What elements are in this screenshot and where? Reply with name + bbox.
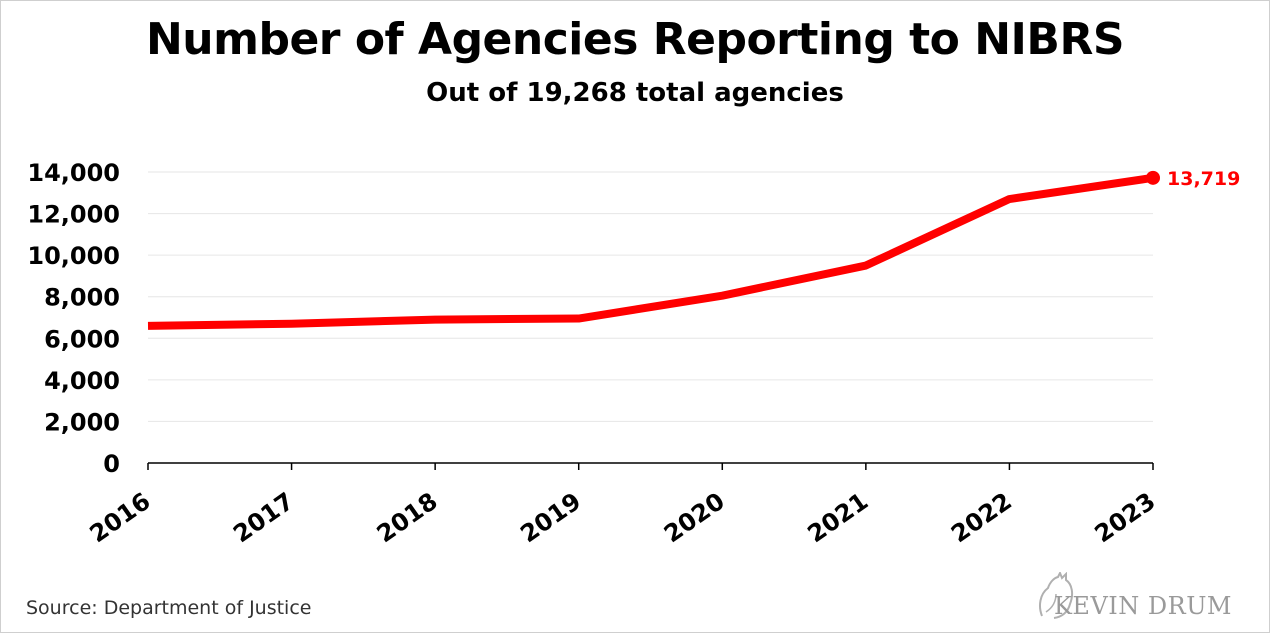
x-tick-label: 2018: [372, 487, 443, 548]
x-tick-label: 2023: [1090, 487, 1161, 548]
y-tick-label: 2,000: [44, 408, 120, 436]
chart-subtitle: Out of 19,268 total agencies: [426, 78, 844, 108]
end-point-marker: [1146, 170, 1160, 185]
y-tick-label: 4,000: [44, 367, 120, 395]
brand-logo: KEVIN DRUM: [1036, 572, 1236, 622]
series-line: [147, 173, 1154, 330]
y-tick-label: 6,000: [44, 325, 120, 353]
x-tick-label: 2022: [946, 487, 1017, 548]
chart-title: Number of Agencies Reporting to NIBRS: [145, 14, 1125, 65]
y-tick-label: 10,000: [27, 242, 120, 270]
y-tick-label: 0: [103, 450, 120, 478]
source-note: Source: Department of Justice: [26, 597, 312, 619]
brand-name: KEVIN DRUM: [1054, 592, 1233, 620]
x-tick-label: 2021: [803, 487, 874, 548]
y-tick-label: 8,000: [44, 284, 120, 312]
y-tick-label: 12,000: [27, 201, 120, 229]
x-tick-label: 2019: [515, 487, 586, 548]
cat-logo-icon: [1039, 572, 1074, 619]
x-tick-label: 2020: [659, 487, 730, 548]
x-tick-label: 2017: [228, 487, 299, 548]
y-tick-label: 14,000: [27, 159, 120, 187]
end-value-label: 13,719: [1167, 168, 1240, 190]
x-tick-label: 2016: [85, 487, 156, 548]
